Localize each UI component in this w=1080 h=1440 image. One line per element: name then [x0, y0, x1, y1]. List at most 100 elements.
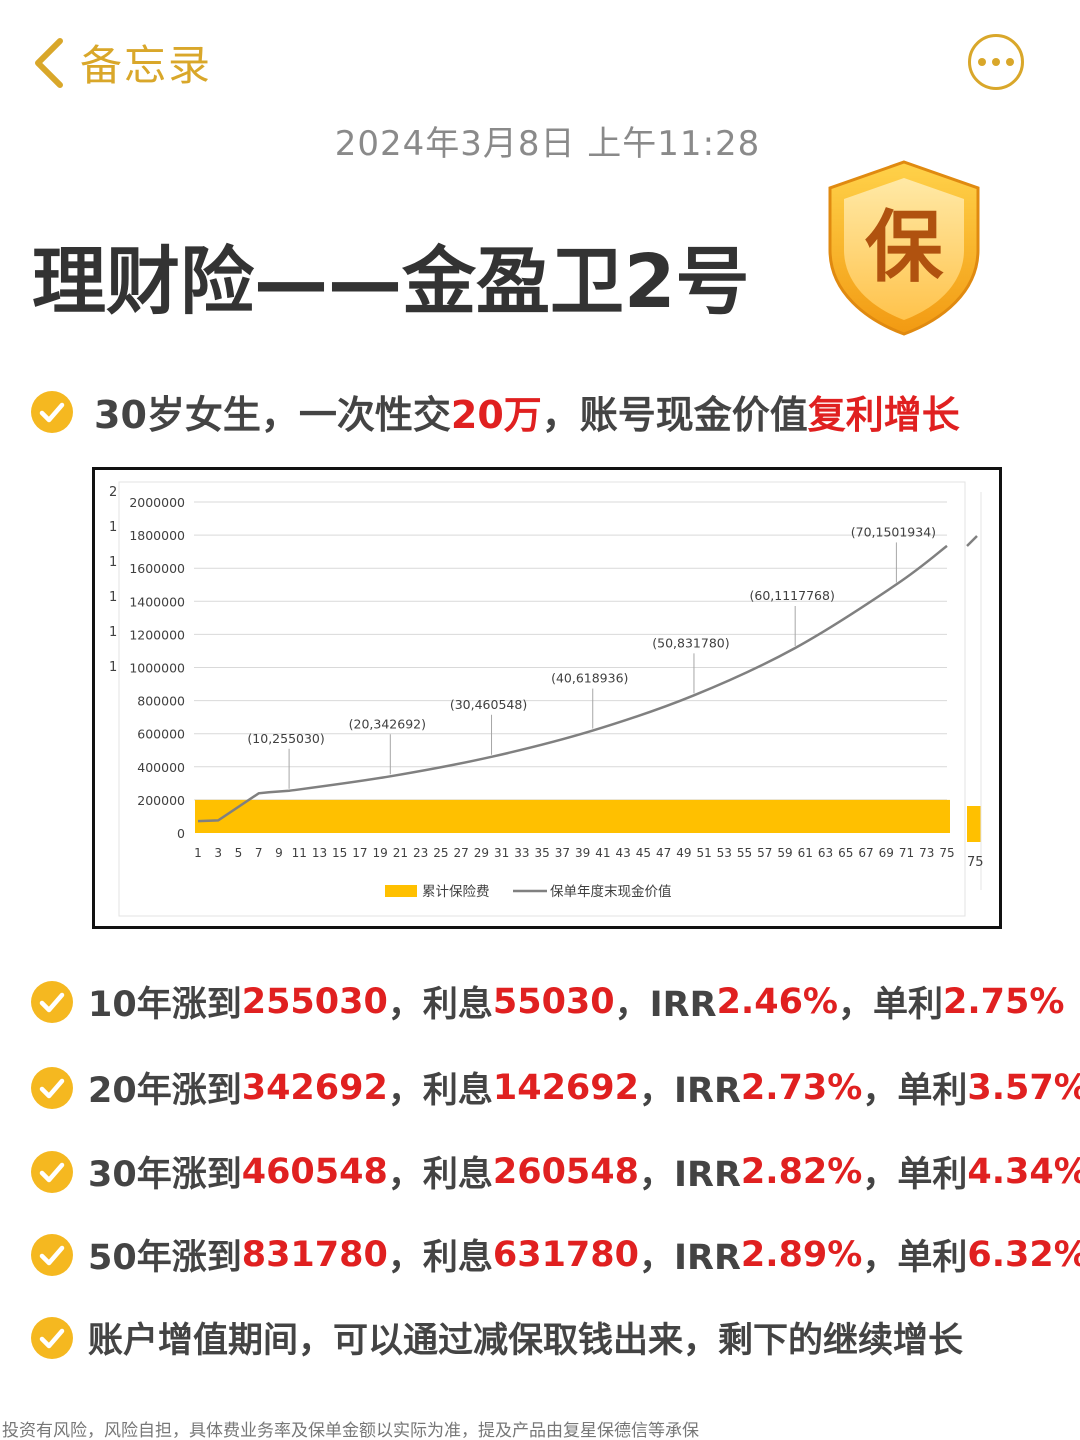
intro-line: 30岁女生，一次性交 20万 ，账号现金价值 复利增长 [30, 384, 960, 439]
y-tick-label: 400000 [137, 760, 185, 775]
stat-irr: 2.89% [740, 1234, 863, 1275]
stat-row-10: 10年涨到 255030 ，利息 55030 ，IRR 2.46% ，单利 2.75% [30, 976, 1064, 1027]
ghost-y-label: 1 [109, 520, 117, 535]
legend-label-cash-value: 保单年度末现金价值 [550, 884, 672, 900]
x-tick-label: 1 [194, 846, 202, 860]
data-label: (20,342692) [349, 716, 426, 731]
x-tick-label: 55 [737, 846, 752, 860]
back-button[interactable]: 备忘录 [30, 32, 212, 93]
stat-simple: 4.34% [967, 1151, 1080, 1192]
stat-year: 30年涨到 [88, 1155, 242, 1195]
note-timestamp: 2024年3月8日 上午11:28 [334, 124, 761, 164]
stat-sep: ，单利 [862, 1155, 968, 1195]
x-tick-label: 65 [838, 846, 853, 860]
stat-irr: 2.82% [740, 1151, 863, 1192]
stat-simple: 2.75% [943, 981, 1065, 1022]
disclaimer: 投资有风险，风险自担，具体费业务率及保单金额以实际为准，提及产品由复星保德信等承… [2, 1421, 699, 1440]
badge-char: 保 [865, 203, 944, 293]
x-tick-label: 11 [292, 846, 307, 860]
stat-row-20: 20年涨到 342692 ，利息 142692 ，IRR 2.73% ，单利 3.57% [30, 1062, 1080, 1113]
check-circle-icon [31, 1066, 73, 1109]
ghost-y-label: 1 [109, 625, 117, 640]
x-tick-label: 43 [615, 846, 630, 860]
shield-badge-icon: 保 [828, 160, 980, 336]
stat-sep: ，单利 [838, 985, 944, 1025]
check-circle-icon [31, 1233, 73, 1276]
data-label: (30,460548) [450, 697, 527, 712]
stat-year: 50年涨到 [88, 1238, 242, 1278]
ghost-line [966, 535, 978, 547]
y-tick-label: 600000 [137, 727, 185, 742]
x-tick-label: 37 [555, 846, 570, 860]
x-tick-label: 15 [332, 846, 347, 860]
x-tick-label: 75 [939, 846, 954, 860]
x-tick-label: 3 [214, 846, 222, 860]
x-tick-label: 39 [575, 846, 590, 860]
note-title: 理财险——金盈卫2号 [32, 239, 750, 325]
final-note-text: 账户增值期间，可以通过减保取钱出来，剩下的继续增长 [88, 1321, 964, 1361]
stat-sep: ，单利 [862, 1071, 968, 1111]
y-tick-label: 1200000 [129, 627, 185, 642]
ghost-bar [967, 806, 981, 842]
stat-interest: 631780 [492, 1234, 639, 1275]
x-tick-label: 25 [433, 846, 448, 860]
x-tick-label: 67 [858, 846, 873, 860]
stat-interest: 260548 [492, 1151, 639, 1192]
chart-area-border [118, 481, 966, 917]
data-label: (10,255030) [247, 731, 324, 746]
x-tick-label: 29 [474, 846, 489, 860]
x-tick-label: 71 [899, 846, 914, 860]
x-tick-label: 5 [235, 846, 243, 860]
ghost-y-label: 1 [109, 660, 117, 675]
stat-irr: 2.73% [740, 1067, 863, 1108]
check-circle-icon [31, 1316, 73, 1359]
stat-row-30: 30年涨到 460548 ，利息 260548 ，IRR 2.82% ，单利 4.34… [30, 1146, 1080, 1197]
intro-growth: 复利增长 [807, 393, 960, 437]
stat-simple: 3.57% [967, 1067, 1080, 1108]
x-tick-label: 27 [454, 846, 469, 860]
y-tick-label: 200000 [137, 793, 185, 808]
x-tick-label: 35 [534, 846, 549, 860]
chevron-left-icon [35, 37, 63, 88]
data-label: (40,618936) [551, 671, 628, 686]
y-tick-label: 1800000 [129, 528, 185, 543]
stat-sep: ，利息 [387, 1071, 493, 1111]
x-tick-label: 23 [413, 846, 428, 860]
stat-sep: ，IRR [638, 1238, 741, 1278]
intro-amount: 20万 [450, 393, 542, 437]
y-tick-label: 800000 [137, 694, 185, 709]
back-label: 备忘录 [80, 41, 213, 90]
more-button[interactable] [968, 34, 1024, 90]
stat-sep: ，单利 [862, 1238, 968, 1278]
data-label: (50,831780) [652, 635, 729, 650]
y-tick-label: 1600000 [129, 561, 185, 576]
x-tick-label: 33 [514, 846, 529, 860]
check-circle-icon [31, 980, 73, 1023]
x-tick-label: 51 [696, 846, 711, 860]
stat-sep: ，IRR [638, 1155, 741, 1195]
stat-year: 10年涨到 [88, 985, 242, 1025]
y-tick-label: 0 [177, 826, 185, 841]
legend-label-premium: 累计保险费 [422, 884, 490, 900]
x-tick-label: 31 [494, 846, 509, 860]
stat-interest: 55030 [492, 981, 615, 1022]
x-tick-label: 61 [798, 846, 813, 860]
x-tick-label: 19 [373, 846, 388, 860]
x-tick-label: 7 [255, 846, 263, 860]
x-tick-label: 47 [656, 846, 671, 860]
x-tick-label: 53 [717, 846, 732, 860]
cash-value-chart: 7521111102000004000006000008000001000000… [109, 481, 984, 917]
check-circle-icon [31, 390, 73, 433]
stat-value: 342692 [241, 1067, 388, 1108]
intro-pre: 30岁女生，一次性交 [94, 393, 451, 437]
premium-bar [195, 799, 950, 833]
x-tick-label: 49 [676, 846, 691, 860]
final-note: 账户增值期间，可以通过减保取钱出来，剩下的继续增长 [30, 1312, 963, 1363]
stat-sep: ，利息 [387, 1155, 493, 1195]
x-tick-label: 63 [818, 846, 833, 860]
x-tick-label: 9 [275, 846, 283, 860]
x-tick-label: 21 [393, 846, 408, 860]
data-label: (60,1117768) [750, 588, 835, 603]
x-tick-label: 13 [312, 846, 327, 860]
stat-value: 460548 [241, 1151, 388, 1192]
